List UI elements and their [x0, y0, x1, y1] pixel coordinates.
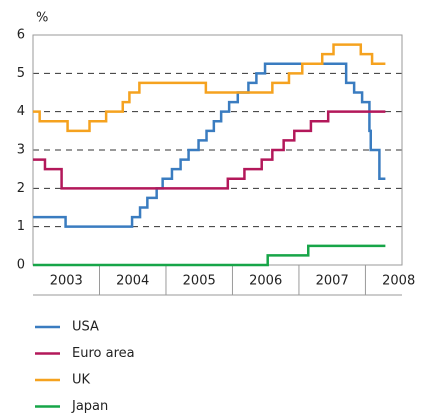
series-line [33, 244, 386, 267]
y-tick-label: 4 [17, 104, 25, 119]
x-tick-label: 2007 [316, 274, 349, 289]
legend-label: UK [72, 373, 91, 388]
y-tick-label: 6 [17, 28, 25, 43]
series-line [33, 110, 386, 190]
y-tick-label: 1 [17, 219, 25, 234]
y-tick-label: 5 [17, 66, 25, 81]
y-tick-label: 3 [17, 143, 25, 158]
y-tick-label: 0 [17, 258, 25, 273]
legend-label: Euro area [72, 346, 135, 361]
legend-label: Japan [71, 399, 108, 414]
y-tick-label: 2 [17, 181, 25, 196]
x-tick-label: 2005 [183, 274, 216, 289]
x-tick-label: 2003 [50, 274, 83, 289]
series-line [33, 43, 386, 133]
x-tick-label: 2006 [249, 274, 282, 289]
x-tick-label: 2008 [382, 274, 415, 289]
legend-label: USA [72, 320, 99, 335]
y-axis-label: % [36, 11, 48, 26]
series-line [33, 62, 386, 228]
x-tick-label: 2004 [116, 274, 149, 289]
